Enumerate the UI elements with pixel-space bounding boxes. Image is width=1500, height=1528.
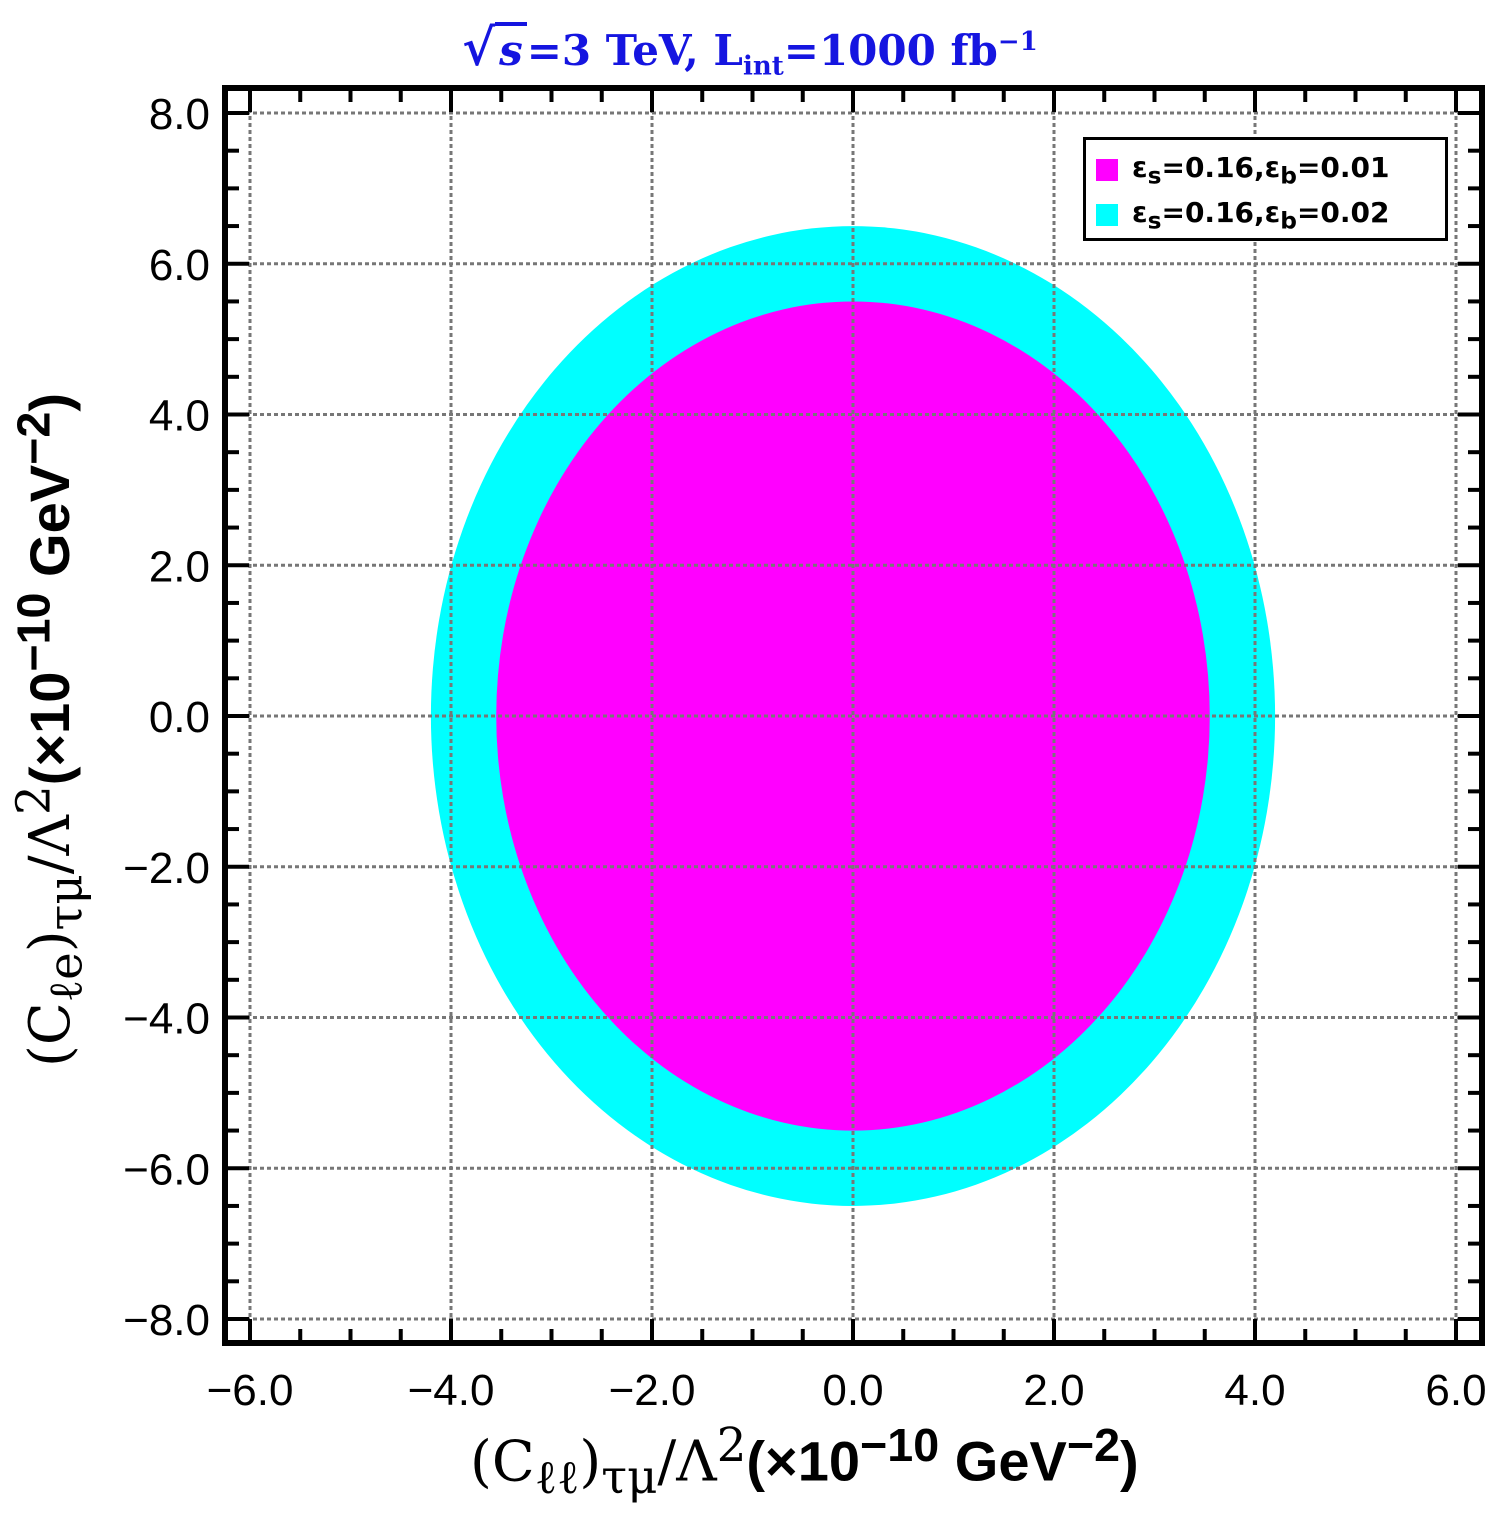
tick-labels-layer: −6.0 −4.0 −2.0 0.0 2.0 4.0 6.0 −8.0 −6.0 −4.0 −2.0… <box>123 90 1486 1415</box>
title-lumi-value: =1000 fb <box>783 26 998 75</box>
x-tick-label: −6.0 <box>207 1366 294 1415</box>
y-tick-label: −8.0 <box>123 1296 210 1345</box>
y-tick-label: −4.0 <box>123 995 210 1044</box>
y-tick-label: −2.0 <box>123 844 210 893</box>
y-tick-label: 6.0 <box>149 241 210 290</box>
y-tick-label: −6.0 <box>123 1145 210 1194</box>
y-tick-label: 4.0 <box>149 392 210 441</box>
chart-title: √s=3 TeV, Lint=1000 fb−1 <box>0 18 1500 81</box>
x-tick-label: 4.0 <box>1224 1366 1285 1415</box>
region-magenta <box>496 301 1210 1131</box>
title-s: s <box>495 22 527 75</box>
legend-label: εs=0.16,εb=0.01 <box>1132 150 1390 190</box>
y-tick-label: 0.0 <box>149 693 210 742</box>
x-axis-label: (Cℓℓ)τμ/Λ2(×10−10 GeV−2) <box>470 1419 1139 1505</box>
y-tick-label: 8.0 <box>149 90 210 139</box>
x-tick-label: −2.0 <box>609 1366 696 1415</box>
x-tick-label: 0.0 <box>822 1366 883 1415</box>
frame-layer <box>222 85 1485 1346</box>
x-tick-label: 2.0 <box>1023 1366 1084 1415</box>
title-lumi-sub: int <box>742 51 784 82</box>
y-tick-label: 2.0 <box>149 542 210 591</box>
x-tick-label: −4.0 <box>408 1366 495 1415</box>
legend-item: εs=0.16,εb=0.01 <box>1096 150 1390 190</box>
legend: εs=0.16,εb=0.01 εs=0.16,εb=0.02 <box>1083 137 1448 241</box>
regions-layer <box>430 226 1276 1206</box>
title-lumi-symbol: L <box>713 26 743 75</box>
legend-swatch-cyan <box>1096 204 1118 226</box>
sqrt-symbol: √ <box>462 18 496 77</box>
legend-item: εs=0.16,εb=0.02 <box>1096 195 1390 235</box>
title-lumi-sup: −1 <box>997 27 1038 57</box>
x-tick-label: 6.0 <box>1425 1366 1486 1415</box>
grid-layer <box>225 88 1482 1343</box>
plot-frame <box>222 85 1485 1346</box>
legend-swatch-magenta <box>1096 159 1118 181</box>
title-energy: =3 TeV, <box>526 26 714 75</box>
legend-label: εs=0.16,εb=0.02 <box>1132 195 1390 235</box>
